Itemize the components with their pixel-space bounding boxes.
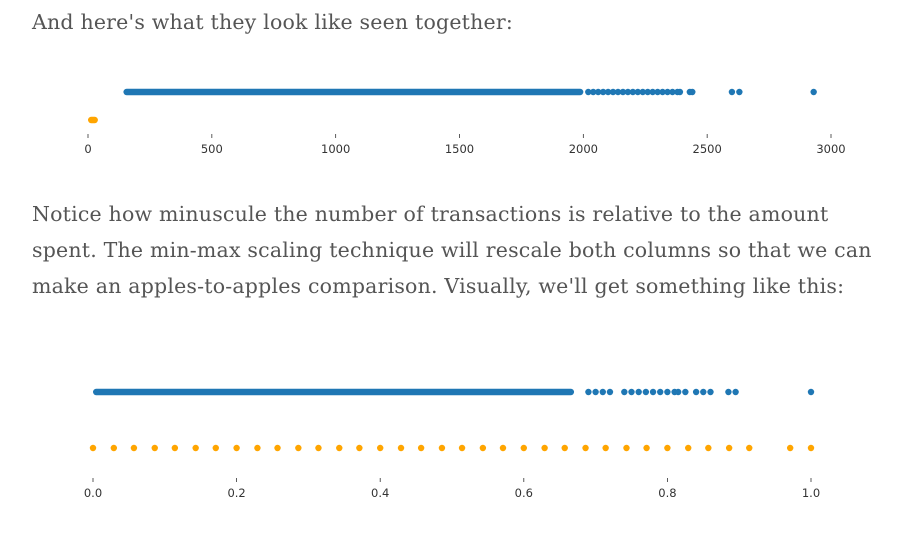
data-point [336, 444, 343, 452]
data-point [599, 388, 606, 396]
data-point [669, 88, 676, 96]
data-point [604, 88, 612, 96]
data-point [585, 88, 592, 96]
data-point [629, 88, 637, 96]
data-point [592, 388, 599, 396]
x-tick-label: 1500 [445, 142, 474, 156]
data-point [233, 444, 240, 452]
data-point [192, 444, 199, 452]
data-point [624, 88, 632, 96]
series-band [93, 388, 575, 396]
data-point [377, 444, 384, 452]
data-point [700, 388, 707, 396]
data-point [664, 88, 671, 96]
x-tick-label: 1000 [321, 142, 350, 156]
data-point [732, 388, 739, 396]
x-tick-label: 0.4 [371, 486, 389, 500]
data-point [705, 444, 712, 452]
data-point [609, 88, 617, 96]
data-point [356, 444, 363, 452]
data-point [736, 88, 743, 96]
series-band [123, 88, 584, 96]
data-point [499, 444, 507, 452]
data-point [594, 88, 602, 96]
data-point [654, 88, 661, 96]
notice-paragraph: Notice how minuscule the number of trans… [32, 202, 872, 298]
data-point [689, 88, 696, 96]
data-point [692, 388, 700, 396]
data-point [725, 444, 733, 452]
data-point [602, 444, 609, 452]
intro-paragraph: And here's what they look like seen toge… [32, 10, 513, 34]
x-tick-label: 2500 [693, 142, 722, 156]
data-point [110, 444, 118, 452]
data-point [623, 444, 630, 452]
data-point [295, 444, 302, 452]
data-point [657, 388, 664, 396]
data-point [725, 388, 732, 396]
data-point [628, 388, 635, 396]
data-point [807, 388, 815, 396]
data-point [212, 444, 219, 452]
data-point [151, 444, 158, 452]
data-point [639, 88, 646, 96]
data-point [417, 444, 425, 452]
data-point [171, 444, 179, 452]
x-tick-label: 0 [84, 142, 91, 156]
data-point [606, 388, 614, 396]
data-point [728, 88, 736, 96]
x-tick-label: 3000 [816, 142, 845, 156]
scatter-chart-raw: 0 500 1000 1500 2000 2500 3000 [84, 88, 846, 156]
data-point [635, 388, 642, 396]
data-point [458, 444, 466, 452]
data-point [599, 88, 607, 96]
data-point [649, 388, 657, 396]
data-point [479, 444, 487, 452]
data-point [746, 444, 753, 452]
data-point [438, 444, 446, 452]
data-point [676, 88, 684, 96]
x-tick-label: 0.2 [227, 486, 245, 500]
x-tick-label: 0.8 [658, 486, 676, 500]
data-point [707, 388, 714, 396]
data-point [274, 444, 281, 452]
data-point [254, 444, 261, 452]
x-tick-label: 0.6 [515, 486, 533, 500]
x-tick-label: 500 [201, 142, 223, 156]
data-point [590, 88, 597, 96]
data-point [541, 444, 548, 452]
x-tick-label: 1.0 [802, 486, 820, 500]
data-point [674, 388, 682, 396]
data-point [685, 444, 692, 452]
scatter-chart-scaled: 0.0 0.2 0.4 0.6 0.8 1.0 [84, 388, 820, 500]
data-point [786, 444, 794, 452]
data-point [810, 88, 817, 96]
series-band [88, 116, 98, 124]
data-point [649, 88, 656, 96]
data-point [520, 444, 527, 452]
data-point [644, 88, 651, 96]
data-point [397, 444, 405, 452]
data-point [621, 388, 628, 396]
data-point [582, 444, 589, 452]
data-point [643, 444, 650, 452]
data-point [664, 444, 671, 452]
data-point [89, 444, 97, 452]
data-point [664, 388, 671, 396]
data-point [130, 444, 138, 452]
data-point [619, 88, 627, 96]
data-point [585, 388, 592, 396]
data-point [614, 88, 622, 96]
data-point [642, 388, 650, 396]
data-point [807, 444, 815, 452]
data-point [315, 444, 322, 452]
data-point [634, 88, 642, 96]
data-point [659, 88, 666, 96]
x-tick-label: 0.0 [84, 486, 102, 500]
x-tick-label: 2000 [569, 142, 598, 156]
data-point [561, 444, 568, 452]
data-point [682, 388, 689, 396]
